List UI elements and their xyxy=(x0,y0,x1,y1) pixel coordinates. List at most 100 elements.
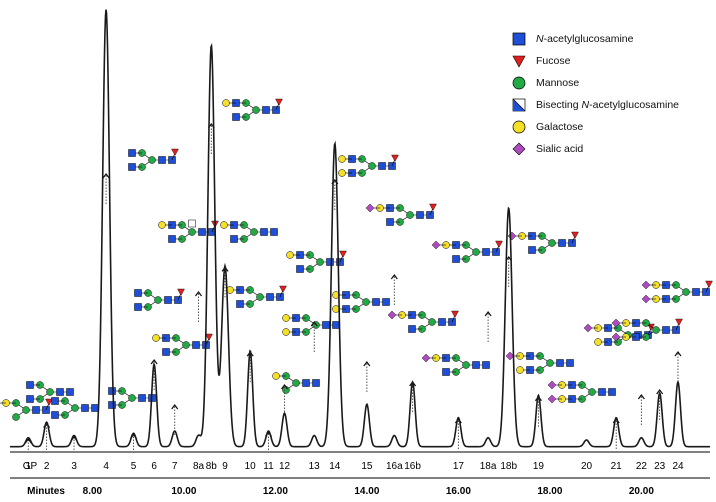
glycan-structure-23 xyxy=(611,318,683,420)
fucose-symbol xyxy=(495,240,503,248)
n-acetylglucosamine-symbol xyxy=(378,162,386,170)
annotation-arrow xyxy=(195,291,202,297)
legend-label: Mannose xyxy=(536,77,580,89)
fucose-symbol xyxy=(45,398,53,406)
fucose-symbol xyxy=(675,318,683,326)
fucose-symbol xyxy=(451,310,459,318)
mannose-symbol xyxy=(128,394,136,402)
mannose-symbol xyxy=(46,388,54,396)
gp-label-10: 10 xyxy=(245,461,257,472)
legend-label: Fucose xyxy=(536,55,571,67)
annotation-arrow xyxy=(363,361,371,367)
fucose-symbol xyxy=(429,203,437,211)
sialic-acid-symbol xyxy=(387,310,397,320)
gp-label-23: 23 xyxy=(654,461,666,472)
mannose-symbol xyxy=(368,162,376,170)
n-acetylglucosamine-symbol xyxy=(452,255,460,263)
fucose-symbol xyxy=(177,288,185,296)
glycan-structure-18b xyxy=(505,231,579,287)
gp-label-21: 21 xyxy=(611,461,623,472)
gp-label-1: 1 xyxy=(26,461,32,472)
n-acetylglucosamine-symbol xyxy=(566,359,574,367)
n-acetylglucosamine-symbol xyxy=(442,368,450,376)
fucose-symbol xyxy=(279,285,287,293)
diamond-icon xyxy=(512,142,526,156)
n-acetylglucosamine-symbol xyxy=(128,149,136,157)
mannose-symbol xyxy=(292,379,300,387)
mannose-symbol xyxy=(154,296,162,304)
galactose-symbol xyxy=(272,372,280,380)
annotation-arrow xyxy=(281,384,288,390)
n-acetylglucosamine-symbol xyxy=(138,394,146,402)
glycan-annotations xyxy=(0,98,713,450)
gp-label-11: 11 xyxy=(263,461,274,472)
mannose-symbol xyxy=(362,298,370,306)
glycan-structure-3 xyxy=(51,397,99,450)
gp-label-18b: 18b xyxy=(500,461,517,472)
fucose-symbol xyxy=(275,98,283,106)
annotation-arrow xyxy=(102,173,110,179)
annotation-arrow xyxy=(674,351,682,357)
mannose-symbol xyxy=(546,359,554,367)
legend-item-circle: Mannose xyxy=(512,72,712,94)
fucose-symbol xyxy=(339,250,347,258)
gp-label-5: 5 xyxy=(131,461,137,472)
gp-label-4: 4 xyxy=(103,461,109,472)
n-acetylglucosamine-symbol xyxy=(386,218,394,226)
mannose-symbol xyxy=(652,326,660,334)
n-acetylglucosamine-symbol xyxy=(266,293,274,301)
legend-label: Galactose xyxy=(536,121,584,133)
n-acetylglucosamine-symbol xyxy=(482,248,490,256)
mannose-symbol xyxy=(548,239,556,247)
n-acetylglucosamine-symbol xyxy=(558,239,566,247)
glycan-structure-18a xyxy=(431,240,503,342)
gp-label-15: 15 xyxy=(361,461,373,472)
glycan-structure-16b xyxy=(387,310,459,412)
galactose-symbol xyxy=(338,169,346,177)
n-acetylglucosamine-symbol xyxy=(260,228,268,236)
legend: N-acetylglucosamine Fucose Mannose Bisectin… xyxy=(512,28,712,160)
mannose-symbol xyxy=(148,156,156,164)
mannose-symbol xyxy=(188,228,196,236)
gp-label-16b: 16b xyxy=(404,461,421,472)
sialic-acid-symbol xyxy=(547,380,557,390)
n-acetylglucosamine-symbol xyxy=(128,163,136,171)
mannose-symbol xyxy=(316,258,324,266)
minute-tick-12.00: 12.00 xyxy=(263,486,288,497)
bisecting-n-acetylglucosamine-symbol xyxy=(188,219,196,228)
square-icon xyxy=(512,32,526,46)
n-acetylglucosamine-symbol xyxy=(312,379,320,387)
n-acetylglucosamine-symbol xyxy=(91,404,99,412)
gp-label-20: 20 xyxy=(581,461,593,472)
glycan-structure-19 xyxy=(505,351,574,427)
sialic-acid-symbol xyxy=(365,203,375,213)
gp-label-row: GP 1 2 3 4 5 6 7 8a 8b 9 10 11 12 13 14 15 16a 16b 17 18a 18… xyxy=(23,461,684,472)
galactose-symbol xyxy=(286,251,294,259)
n-acetylglucosamine-symbol xyxy=(56,388,64,396)
gp-label-8b: 8b xyxy=(206,461,218,472)
gp-label-16a: 16a xyxy=(386,461,403,472)
n-acetylglucosamine-symbol xyxy=(382,298,390,306)
n-acetylglucosamine-symbol xyxy=(556,359,564,367)
mannose-symbol xyxy=(462,361,470,369)
minute-tick-16.00: 16.00 xyxy=(446,486,471,497)
n-acetylglucosamine-symbol xyxy=(598,388,606,396)
mannose-symbol xyxy=(12,413,20,421)
gp-label-24: 24 xyxy=(672,461,684,472)
gp-label-6: 6 xyxy=(151,461,157,472)
sialic-acid-symbol xyxy=(641,280,651,290)
galactose-symbol xyxy=(282,328,290,336)
annotation-arrow xyxy=(310,321,318,327)
n-acetylglucosamine-symbol xyxy=(528,246,536,254)
n-acetylglucosamine-symbol xyxy=(296,265,304,273)
legend-item-triangle: Fucose xyxy=(512,50,712,72)
fucose-symbol xyxy=(705,280,713,288)
galactose-symbol xyxy=(158,221,166,229)
n-acetylglucosamine-symbol xyxy=(262,106,270,114)
n-acetylglucosamine-symbol xyxy=(51,397,59,405)
gp-label-14: 14 xyxy=(329,461,341,472)
triangle-icon xyxy=(512,54,526,68)
legend-label: N-acetylglucosamine xyxy=(536,33,634,45)
mannose-symbol xyxy=(182,341,190,349)
